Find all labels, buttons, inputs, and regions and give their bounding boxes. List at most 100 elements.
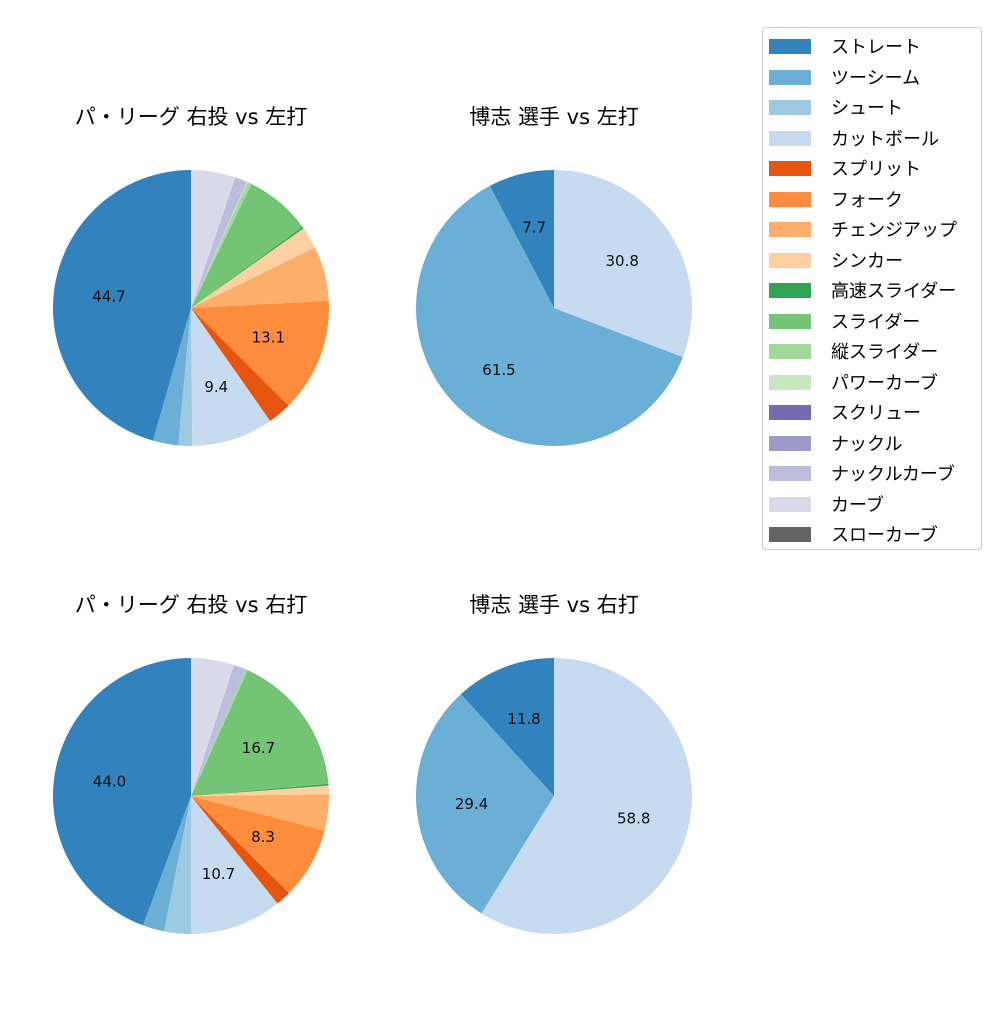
pie-slice-4 xyxy=(191,308,289,421)
legend-label: 縦スライダー xyxy=(831,342,939,363)
pie-slice-12 xyxy=(191,177,247,308)
legend-label: ナックルカーブ xyxy=(831,464,955,485)
legend-item: スプリット xyxy=(769,153,979,183)
pie-slice-3 xyxy=(191,796,278,934)
legend-item: チェンジアップ xyxy=(769,214,979,244)
legend-swatch xyxy=(769,466,811,481)
slice-value-label: 30.8 xyxy=(605,252,638,270)
legend-label: スライダー xyxy=(831,311,921,333)
legend-label: ナックル xyxy=(831,433,903,455)
pie-panel-player-vs-right: 博志 選手 vs 右打 11.8 29.4 58.8 xyxy=(414,583,774,1023)
pie-slice-10 xyxy=(191,182,252,308)
legend-swatch xyxy=(769,69,811,85)
slice-value-label: 10.7 xyxy=(202,865,235,883)
legend-swatch xyxy=(769,222,811,237)
legend-item: 高速スライダー xyxy=(769,275,979,305)
legend-item: ナックル xyxy=(769,428,979,458)
pie-slice-12 xyxy=(191,658,234,796)
legend-label: チェンジアップ xyxy=(831,220,957,241)
legend-label: シンカー xyxy=(831,250,903,272)
pie-slice-0 xyxy=(460,658,554,796)
legend-label: ストレート xyxy=(831,37,921,58)
legend-item: スクリュー xyxy=(769,397,979,427)
legend-item: シンカー xyxy=(769,245,979,275)
slice-value-label: 9.4 xyxy=(204,378,228,396)
legend-label: 高速スライダー xyxy=(831,281,957,302)
slice-value-label: 8.3 xyxy=(251,828,275,846)
legend-item: ツーシーム xyxy=(769,62,979,92)
legend-item: カーブ xyxy=(769,489,979,519)
chart-title: 博志 選手 vs 右打 xyxy=(469,593,639,617)
pie-chart: 11.8 29.4 58.8 xyxy=(415,658,692,934)
pie-slice-1 xyxy=(415,185,683,447)
legend-item: フォーク xyxy=(769,184,979,214)
pie-slice-11 xyxy=(191,664,246,796)
pie-chart: 44.0 10.7 8.3 16.7 xyxy=(52,658,330,934)
pie-slice-3 xyxy=(191,308,271,446)
legend-swatch xyxy=(769,527,811,542)
legend-label: ツーシーム xyxy=(831,67,921,89)
legend: ストレートツーシームシュートカットボール スプリットフォークチェンジアップ シンカー… xyxy=(762,27,982,550)
pie-slice-4 xyxy=(191,796,290,904)
legend-swatch xyxy=(769,130,811,146)
pie-panel-league-vs-right: パ・リーグ 右投 vs 右打 44.0 10.7 8.3 16.7 xyxy=(51,583,411,1023)
pie-slice-5 xyxy=(191,300,330,406)
pie-slice-1 xyxy=(415,694,554,914)
legend-item: 縦スライダー xyxy=(769,336,979,366)
pie-slice-10 xyxy=(191,669,248,796)
pie-slice-6 xyxy=(191,247,329,308)
slice-value-label: 44.7 xyxy=(92,288,125,306)
pie-slice-6 xyxy=(191,794,330,831)
pie-slice-0 xyxy=(52,658,192,926)
pie-slice-1 xyxy=(143,796,191,932)
legend-item: ナックルカーブ xyxy=(769,458,979,488)
legend-swatch xyxy=(769,100,811,115)
pie-slice-8 xyxy=(191,783,329,796)
chart-title: パ・リーグ 右投 vs 右打 xyxy=(74,593,308,617)
pie-chart: 7.7 61.5 30.8 xyxy=(415,170,693,447)
slice-value-label: 29.4 xyxy=(455,795,488,813)
pie-slice-9 xyxy=(191,184,303,308)
pie-slice-5 xyxy=(191,796,325,893)
legend-swatch xyxy=(769,252,811,268)
pie-slice-1 xyxy=(153,308,191,446)
legend-swatch xyxy=(769,405,811,420)
legend-label: カットボール xyxy=(831,128,939,150)
chart-title: パ・リーグ 右投 vs 左打 xyxy=(74,105,308,129)
slice-value-label: 13.1 xyxy=(252,329,285,347)
slice-value-label: 44.0 xyxy=(93,772,126,790)
legend-label: スプリット xyxy=(831,159,921,180)
pie-slice-7 xyxy=(191,785,329,796)
legend-label: スクリュー xyxy=(831,403,921,424)
legend-item: スローカーブ xyxy=(769,519,979,549)
pie-slice-9 xyxy=(191,670,329,796)
legend-swatch xyxy=(769,283,811,298)
legend-item: パワーカーブ xyxy=(769,367,979,397)
legend-swatch xyxy=(769,161,811,176)
legend-item: カットボール xyxy=(769,123,979,153)
legend-label: シュート xyxy=(831,98,903,119)
pie-chart: 44.7 9.4 13.1 xyxy=(52,170,330,446)
pie-slice-11 xyxy=(191,181,248,308)
legend-label: パワーカーブ xyxy=(831,372,938,394)
pie-slice-7 xyxy=(191,228,315,308)
slice-value-label: 58.8 xyxy=(617,810,650,828)
legend-label: フォーク xyxy=(831,189,903,211)
legend-swatch xyxy=(769,191,811,207)
legend-swatch xyxy=(769,39,811,54)
legend-swatch xyxy=(769,496,811,512)
legend-item: スライダー xyxy=(769,306,979,336)
pie-slice-0 xyxy=(489,170,554,308)
legend-swatch xyxy=(769,344,811,359)
legend-swatch xyxy=(769,435,811,451)
legend-swatch xyxy=(769,374,811,390)
pie-slice-8 xyxy=(191,226,304,308)
slice-value-label: 61.5 xyxy=(482,361,515,379)
pie-slice-2 xyxy=(164,796,191,934)
legend-item: シュート xyxy=(769,92,979,122)
legend-swatch xyxy=(769,313,811,329)
pie-panel-player-vs-left: 博志 選手 vs 左打 7.7 61.5 30.8 xyxy=(414,95,774,535)
slice-value-label: 7.7 xyxy=(522,219,546,237)
pie-slice-2 xyxy=(481,658,692,934)
chart-title: 博志 選手 vs 左打 xyxy=(469,105,639,129)
